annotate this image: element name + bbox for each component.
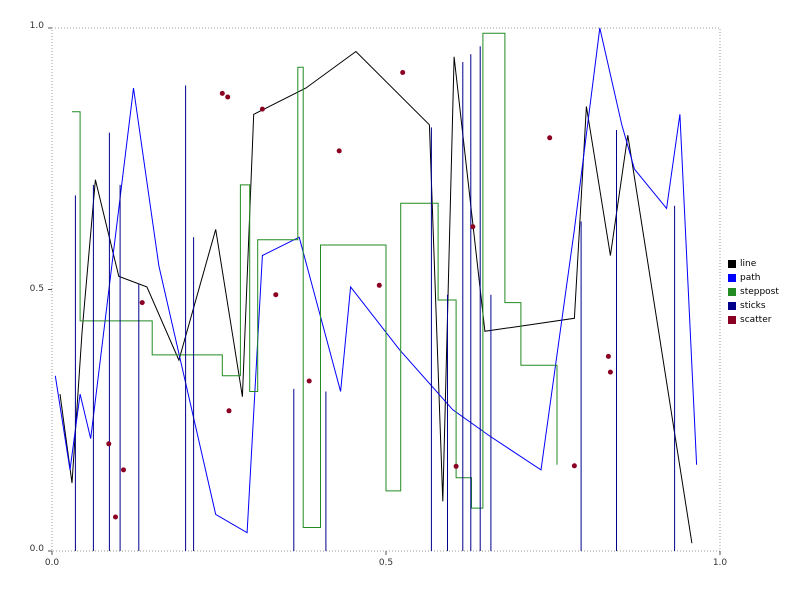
- series-steppost: [72, 32, 558, 528]
- y-tick-1: 1.0: [29, 21, 44, 31]
- x-tick-05: 0.5: [378, 558, 394, 568]
- y-tick-05: 0.5: [29, 284, 44, 294]
- series-scatter-point: [306, 378, 312, 384]
- y-tick-0: 0.0: [29, 544, 44, 554]
- series-scatter-point: [336, 148, 342, 154]
- series-scatter-point: [113, 514, 118, 520]
- legend-swatch-line: [728, 260, 736, 268]
- series-line: [59, 50, 693, 544]
- series-scatter-point: [139, 300, 145, 306]
- legend-item-steppost: steppost: [728, 286, 779, 298]
- legend-swatch-steppost: [728, 288, 736, 296]
- legend-item-path: path: [728, 272, 779, 284]
- series-scatter-point: [571, 463, 577, 469]
- legend-swatch-path: [728, 274, 736, 282]
- legend-label: steppost: [740, 287, 779, 297]
- legend-item-sticks: sticks: [728, 300, 779, 312]
- series-scatter-point: [605, 353, 611, 359]
- series-scatter-point: [225, 94, 231, 100]
- legend-swatch-sticks: [728, 302, 736, 310]
- series-scatter-point: [273, 292, 279, 298]
- legend: line path steppost sticks scatter: [728, 258, 779, 326]
- legend-label: line: [740, 259, 757, 269]
- series-scatter-point: [259, 106, 265, 112]
- legend-item-line: line: [728, 258, 779, 270]
- series-scatter-point: [226, 408, 232, 414]
- series-scatter-point: [376, 282, 382, 288]
- legend-label: sticks: [740, 301, 766, 311]
- legend-item-scatter: scatter: [728, 314, 779, 326]
- legend-swatch-scatter: [728, 316, 736, 324]
- series-scatter-point: [547, 135, 553, 141]
- series-scatter-point: [470, 224, 476, 230]
- series-scatter-point: [219, 90, 225, 96]
- x-tick-1: 1.0: [712, 558, 728, 568]
- series-scatter-point: [106, 441, 112, 447]
- legend-label: path: [740, 273, 761, 283]
- x-tick-0: 0.0: [44, 558, 60, 568]
- series-scatter-point: [400, 70, 406, 75]
- series-scatter-point: [453, 463, 459, 469]
- series-scatter-point: [607, 369, 613, 375]
- legend-label: scatter: [740, 315, 772, 325]
- series-path: [54, 27, 698, 534]
- series-scatter-point: [121, 467, 126, 473]
